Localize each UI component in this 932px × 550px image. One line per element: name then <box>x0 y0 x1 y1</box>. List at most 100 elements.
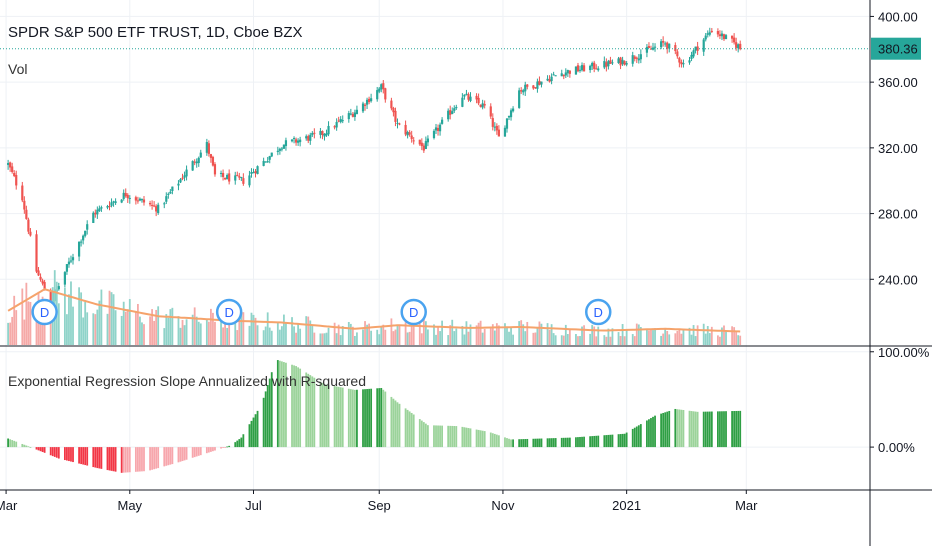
dividend-marker[interactable] <box>31 298 58 326</box>
volume-bar <box>723 325 725 345</box>
indicator-bar <box>396 402 399 448</box>
candle-body <box>266 161 269 163</box>
candle-body <box>623 61 626 65</box>
candle-body <box>453 108 456 111</box>
last-price-label: 380.36 <box>878 42 918 57</box>
indicator-bar <box>325 384 328 448</box>
indicator-bar <box>524 439 527 448</box>
candle-body <box>94 212 97 215</box>
candle-body <box>77 241 81 257</box>
volume-bar <box>341 326 344 345</box>
candle-body <box>41 280 44 284</box>
dividend-marker[interactable] <box>215 298 243 326</box>
candle-body <box>526 84 529 87</box>
candle-body <box>67 261 71 265</box>
volume-bar <box>548 329 551 345</box>
candle-body <box>621 59 624 64</box>
indicator-bar <box>270 372 273 448</box>
time-tick-label: Jul <box>245 498 262 513</box>
indicator-bar <box>534 438 537 448</box>
indicator-bar <box>688 410 691 448</box>
volume-bar <box>666 330 669 345</box>
volume-bar <box>617 332 620 345</box>
volume-bar <box>566 334 569 345</box>
volume-bar <box>536 326 539 345</box>
indicator-bar <box>560 437 563 448</box>
volume-bar <box>408 331 411 345</box>
indicator-bar <box>157 447 160 469</box>
volume-bar <box>134 311 137 345</box>
dividend-marker-label: D <box>594 305 603 320</box>
candle-body <box>637 58 640 61</box>
indicator-bar <box>153 447 156 470</box>
volume-bar <box>155 309 158 345</box>
indicator-bar <box>222 447 224 448</box>
volume-bar <box>270 330 273 345</box>
indicator-bar <box>451 425 454 448</box>
indicator-bar <box>283 362 285 448</box>
volume-bar <box>84 301 87 345</box>
volume-bar <box>143 324 145 345</box>
time-tick-label: Sep <box>368 498 391 513</box>
volume-bar <box>427 329 429 345</box>
indicator-bar <box>27 446 30 448</box>
volume-bar <box>475 325 478 345</box>
volume-bar <box>128 299 131 345</box>
volume-bar <box>199 323 202 345</box>
candle-body <box>730 35 734 39</box>
price-tick-label: 400.00 <box>878 9 918 24</box>
volume-bar <box>307 316 310 345</box>
dividend-marker[interactable] <box>585 298 612 326</box>
candle-body <box>704 35 707 40</box>
volume-bar <box>654 328 656 345</box>
indicator-bar <box>66 447 68 461</box>
candle-body <box>236 174 239 176</box>
volume-bar <box>220 321 222 345</box>
volume-bar <box>153 320 156 345</box>
volume-bar <box>207 321 210 345</box>
candle-body <box>224 177 227 180</box>
price-pane[interactable] <box>0 27 870 308</box>
candle-body <box>475 95 478 100</box>
volume-bar <box>212 312 214 345</box>
indicator-bar <box>595 435 598 448</box>
candle-body <box>108 205 111 207</box>
indicator-bar <box>639 424 642 448</box>
indicator-bar <box>240 437 243 448</box>
volume-bar <box>238 319 241 345</box>
candle-body <box>477 97 480 104</box>
volume-bar <box>49 308 52 345</box>
candle-body <box>605 62 608 67</box>
volume-bar <box>465 321 468 345</box>
volume-bar <box>646 328 648 345</box>
indicator-bar <box>562 437 565 448</box>
candle-body <box>412 140 415 142</box>
volume-bar <box>447 335 450 345</box>
volume-bar <box>120 315 123 345</box>
indicator-bar <box>621 433 624 448</box>
indicator-bar <box>579 436 581 448</box>
indicator-bar <box>151 447 153 470</box>
candle-body <box>128 197 131 199</box>
volume-bar <box>295 332 297 345</box>
candle-body <box>193 161 196 163</box>
candle-body <box>633 56 636 59</box>
volume-label: Vol <box>8 61 28 77</box>
dividend-marker-label: D <box>40 305 49 320</box>
indicator-bar <box>593 435 596 448</box>
indicator-bar <box>510 439 512 448</box>
candle-body <box>120 199 123 203</box>
dividend-marker[interactable] <box>400 298 427 326</box>
indicator-bar <box>548 438 551 448</box>
candle-body <box>733 37 736 43</box>
candle-body <box>185 169 188 177</box>
candle-body <box>574 66 578 75</box>
candle-body <box>493 126 496 128</box>
volume-bar <box>508 331 510 345</box>
volume-bar <box>595 336 598 345</box>
indicator-bar <box>512 439 514 448</box>
candle-body <box>589 65 592 71</box>
volume-bar <box>82 317 85 345</box>
